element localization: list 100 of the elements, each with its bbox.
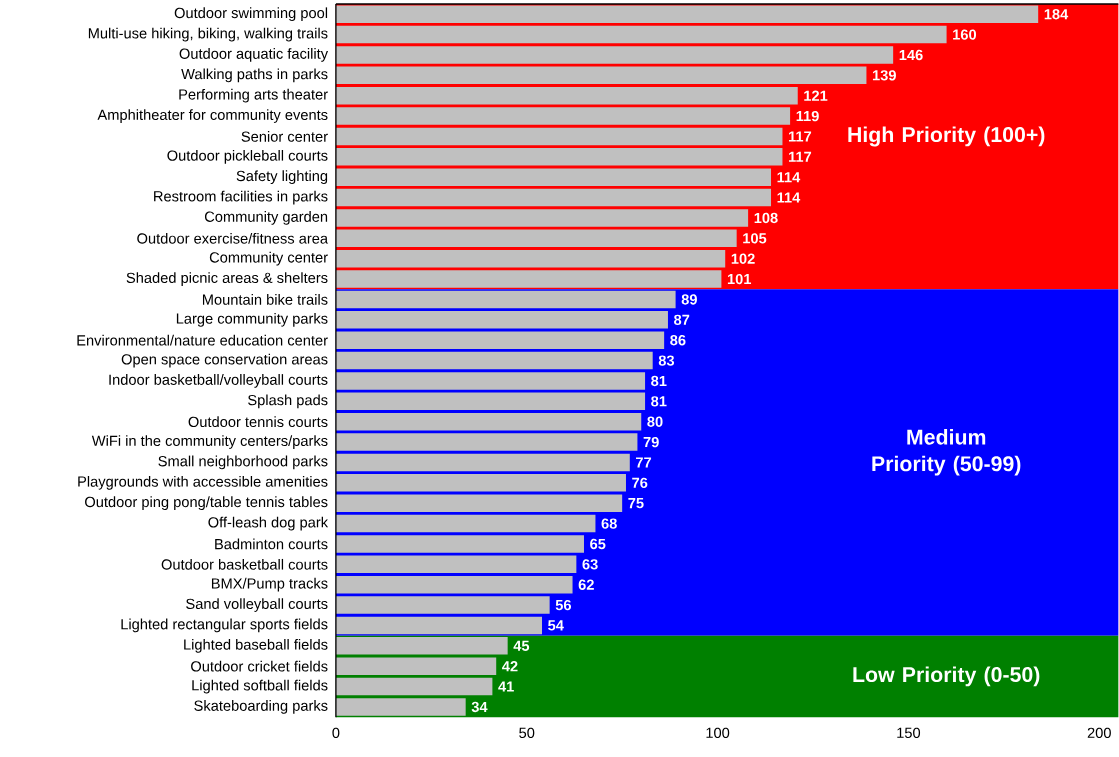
bar (335, 535, 584, 553)
y-tick-label: Senior center (241, 131, 328, 142)
bar (335, 433, 638, 451)
y-tick-label: Walking paths in parks (181, 68, 328, 83)
y-tick-label: BMX/Pump tracks (211, 577, 328, 592)
data-label: 101 (727, 273, 752, 285)
bar (335, 107, 791, 125)
y-tick-label: Outdoor basketball courts (161, 558, 328, 570)
data-label: 108 (754, 212, 778, 224)
data-label: 81 (651, 375, 667, 387)
data-label: 77 (636, 457, 652, 468)
data-label: 89 (681, 294, 697, 305)
data-label: 79 (643, 436, 659, 448)
y-tick-label: Sand volleyball courts (186, 598, 328, 612)
y-tick-label: WiFi in the community centers/parks (91, 435, 328, 449)
y-tick-label: Indoor basketball/volleyball courts (109, 374, 328, 388)
data-label: 117 (788, 151, 812, 162)
bar (335, 392, 646, 411)
data-label: 81 (651, 396, 667, 407)
data-label: 102 (731, 253, 755, 264)
y-tick-label: Off-leash dog park (208, 516, 329, 531)
bar (335, 209, 749, 227)
data-label: 80 (647, 416, 663, 427)
data-label: 114 (777, 192, 801, 203)
y-tick-label: Multi-use hiking, biking, walking trails (88, 27, 328, 42)
y-tick-label: Small neighborhood parks (158, 455, 328, 470)
bar (335, 249, 726, 268)
bar (335, 5, 1039, 23)
y-tick-label: Lighted rectangular sports fields (121, 618, 328, 633)
y-tick-label: Playgrounds with accessible amenities (78, 475, 328, 490)
data-label: 54 (548, 620, 564, 631)
data-label: 68 (601, 518, 617, 529)
y-tick-label: Open space conservation areas (121, 353, 328, 368)
data-label: 63 (582, 559, 598, 570)
x-tick-label: 150 (897, 727, 921, 738)
y-tick-label: Lighted baseball fields (184, 638, 328, 653)
bar (335, 514, 596, 533)
bar (335, 596, 550, 614)
band-label: Low Priority (0-50) (853, 666, 1040, 687)
y-tick-label: Environmental/nature education center (77, 334, 328, 346)
data-label: 184 (1044, 8, 1069, 20)
x-tick-label: 200 (1087, 727, 1111, 738)
y-tick-label: Mountain bike trails (202, 294, 328, 305)
y-tick-label: Outdoor swimming pool (174, 7, 328, 21)
bar (335, 555, 577, 574)
data-label: 41 (498, 681, 514, 692)
data-label: 117 (788, 131, 812, 142)
y-tick-label: Outdoor tennis courts (188, 416, 328, 428)
y-tick-label: Outdoor cricket fields (191, 660, 328, 672)
bar (335, 168, 772, 186)
bar (335, 270, 722, 288)
data-label: 45 (513, 640, 530, 651)
y-tick-label: Shaded picnic areas & shelters (126, 272, 328, 286)
y-tick-label: Lighted softball fields (192, 679, 328, 694)
data-label: 105 (743, 233, 767, 244)
bar (335, 698, 466, 716)
data-label: 121 (804, 90, 828, 101)
data-label: 160 (953, 29, 977, 40)
data-label: 86 (670, 334, 686, 346)
data-label: 56 (555, 599, 572, 611)
bar (335, 331, 665, 349)
bar (335, 148, 783, 166)
data-label: 65 (590, 538, 606, 550)
data-label: 146 (899, 49, 923, 61)
data-label: 119 (796, 110, 819, 122)
bar (335, 66, 867, 85)
bar (335, 127, 783, 146)
bar (335, 494, 623, 512)
bar (335, 229, 737, 248)
bar (335, 351, 653, 370)
y-tick-label: Community center (209, 251, 328, 266)
bar (335, 616, 543, 635)
y-tick-label: Outdoor pickleball courts (167, 149, 328, 164)
y-tick-label: Splash pads (248, 394, 328, 409)
bar (335, 46, 894, 64)
y-tick-label: Amphitheater for community events (97, 109, 328, 123)
bar (335, 575, 573, 594)
bar (335, 453, 630, 472)
data-label: 114 (777, 172, 801, 183)
x-tick-label: 0 (332, 727, 340, 738)
bar (335, 311, 668, 329)
data-label: 83 (658, 355, 675, 366)
y-tick-label: Large community parks (176, 312, 328, 327)
bar (335, 25, 947, 44)
bar (335, 657, 497, 675)
y-tick-label: Restroom facilities in parks (154, 190, 328, 205)
y-tick-label: Outdoor ping pong/table tennis tables (85, 496, 328, 510)
bar (335, 188, 772, 207)
data-label: 139 (872, 70, 896, 81)
data-label: 62 (578, 579, 594, 590)
data-label: 87 (674, 314, 690, 325)
y-tick-label: Outdoor exercise/fitness area (137, 232, 329, 244)
band-label: Medium Priority (50-99) (872, 428, 1021, 476)
bar (335, 86, 798, 105)
x-tick-label: 100 (706, 727, 730, 738)
y-tick-label: Badminton courts (215, 538, 328, 550)
y-tick-label: Safety lighting (236, 170, 328, 184)
bar (335, 677, 493, 696)
bar (335, 412, 642, 431)
band-label: High Priority (100+) (848, 126, 1045, 147)
